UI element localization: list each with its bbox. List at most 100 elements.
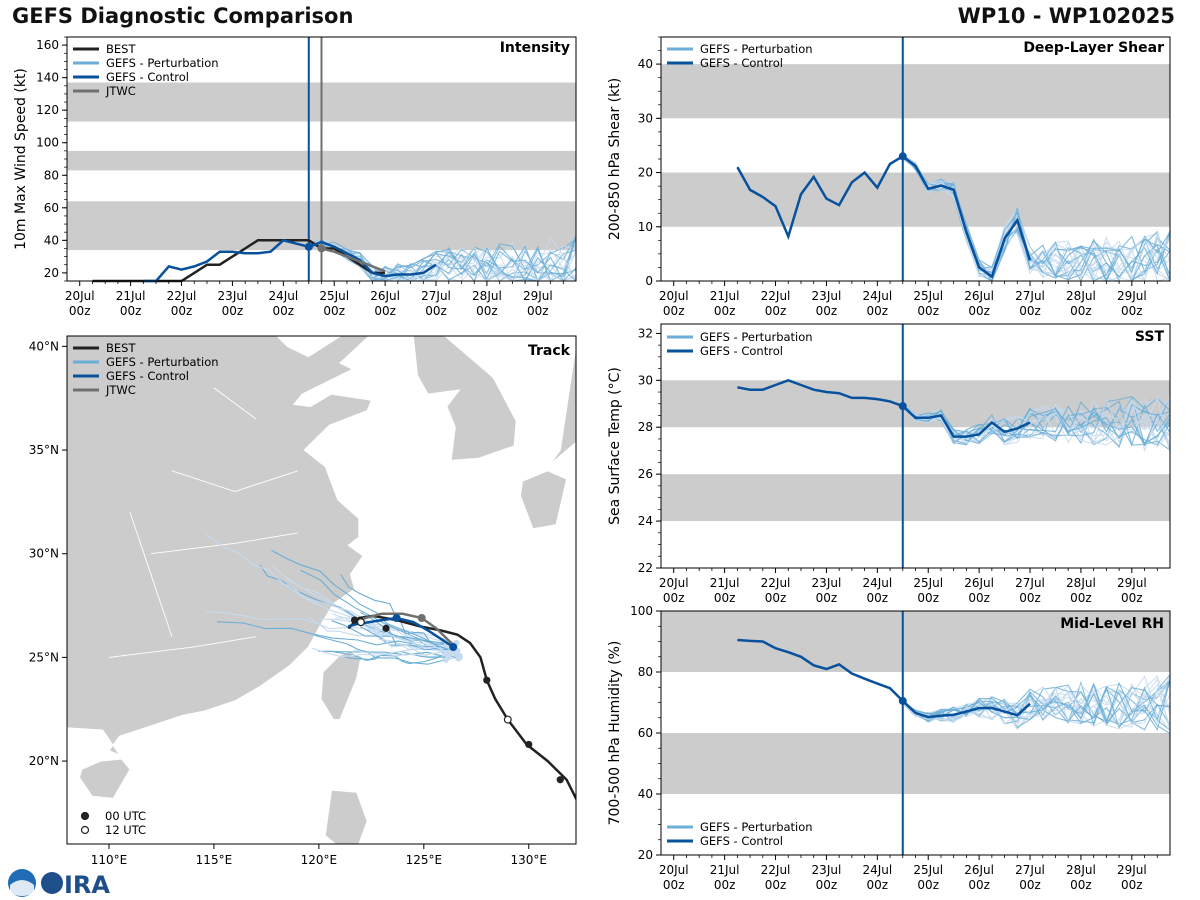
x-tick-label: 00z	[765, 591, 787, 605]
page-title: GEFS Diagnostic Comparison	[12, 4, 354, 28]
legend-label: GEFS - Control	[106, 70, 189, 84]
x-tick-label: 00z	[663, 878, 685, 892]
plot-frame	[660, 323, 1171, 569]
x-tick-label: 22Jul	[761, 289, 791, 303]
x-tick-label: 00z	[917, 304, 939, 318]
panel-title: SST	[1135, 329, 1165, 345]
y-tick-label: 100	[36, 136, 59, 150]
best-00utc-marker	[525, 740, 533, 749]
gefs-control-line	[736, 154, 1032, 279]
x-tick-label: 00z	[171, 304, 193, 318]
x-tick-label: 26Jul	[964, 863, 994, 877]
globe-icon	[41, 872, 63, 894]
taiwan-island	[320, 650, 362, 721]
perturbation-member-line	[902, 405, 1171, 446]
y-tick-label: 40	[638, 57, 653, 71]
province-boundary	[150, 532, 298, 555]
legend-label: GEFS - Control	[700, 344, 783, 358]
best-00utc-marker	[382, 624, 390, 632]
x-tick-label: 00z	[867, 878, 889, 892]
y-tick-label: 40	[638, 787, 653, 801]
x-tick-label: 23Jul	[812, 576, 842, 590]
plot-frame	[66, 335, 577, 845]
perturbation-member-line	[902, 403, 1171, 448]
x-tick-label: 00z	[1121, 878, 1143, 892]
legend-label: JTWC	[105, 84, 136, 98]
threshold-band	[661, 733, 1170, 794]
x-tick-label: 24Jul	[862, 289, 892, 303]
x-tick-label: 00z	[765, 304, 787, 318]
perturbation-member-line	[902, 405, 1171, 442]
x-tick-label: 00z	[663, 304, 685, 318]
x-tick-label: 29Jul	[523, 289, 553, 303]
x-tick-label: 00z	[816, 591, 838, 605]
y-tick-label: 30	[638, 111, 653, 125]
x-tick-label: 21Jul	[710, 289, 740, 303]
legend-label: GEFS - Perturbation	[700, 42, 813, 56]
x-tick-label: 00z	[917, 591, 939, 605]
y-tick-label: 160	[36, 38, 59, 52]
x-tick-label: 00z	[273, 304, 295, 318]
perturbation-track-start	[456, 652, 463, 660]
x-tick-label: 00z	[120, 304, 142, 318]
legend-label: BEST	[106, 341, 136, 355]
y-tick-label: 80	[638, 665, 653, 679]
best-00utc-marker	[483, 676, 491, 684]
x-tick-label: 130°E	[511, 853, 548, 867]
panel-title: Intensity	[500, 40, 570, 56]
x-tick-label: 00z	[968, 591, 990, 605]
perturbation-track	[327, 650, 446, 658]
y-axis-label: 700-500 hPa Humidity (%)	[607, 641, 623, 826]
sst-x-axis: 20Jul00z21Jul00z22Jul00z23Jul00z24Jul00z…	[659, 568, 1158, 605]
marker-legend-symbol	[80, 825, 90, 835]
y-tick-label: 24	[638, 514, 653, 528]
legend-label: GEFS - Control	[700, 56, 783, 70]
x-tick-label: 00z	[1019, 591, 1041, 605]
x-tick-label: 00z	[968, 304, 990, 318]
hainan-island	[79, 758, 131, 799]
x-tick-label: 00z	[816, 304, 838, 318]
best-00utc-marker	[350, 616, 359, 624]
legend-label: GEFS - Perturbation	[700, 330, 813, 344]
x-tick-label: 00z	[1019, 304, 1041, 318]
x-tick-label: 23Jul	[812, 289, 842, 303]
x-tick-label: 110°E	[91, 853, 128, 867]
y-tick-label: 0	[645, 274, 653, 288]
best-00utc-marker	[556, 776, 564, 784]
x-tick-label: 00z	[867, 591, 889, 605]
control-init-point	[304, 242, 313, 251]
y-tick-label: 30	[638, 373, 653, 387]
x-tick-label: 21Jul	[710, 576, 740, 590]
x-tick-label: 00z	[714, 304, 736, 318]
y-tick-label: 40	[44, 233, 59, 247]
perturbation-member-line	[902, 154, 1171, 282]
x-tick-label: 24Jul	[862, 863, 892, 877]
y-tick-label: 80	[44, 168, 59, 182]
y-tick-label: 10	[638, 220, 653, 234]
x-tick-label: 00z	[69, 304, 91, 318]
province-boundary	[108, 636, 256, 658]
jtwc-init-point	[317, 244, 326, 253]
legend-label: GEFS - Perturbation	[106, 355, 219, 369]
x-tick-label: 27Jul	[1015, 863, 1045, 877]
perturbation-track	[216, 621, 455, 651]
x-tick-label: 28Jul	[472, 289, 502, 303]
x-tick-label: 20Jul	[659, 576, 689, 590]
intensity-x-axis: 20Jul00z21Jul00z22Jul00z23Jul00z24Jul00z…	[65, 281, 564, 318]
track-map	[67, 336, 576, 844]
x-tick-label: 00z	[816, 878, 838, 892]
y-tick-label: 100	[630, 604, 653, 618]
province-boundary	[213, 387, 257, 420]
threshold-band	[661, 64, 1170, 119]
perturbation-track	[307, 616, 460, 660]
control-init-point	[898, 696, 907, 705]
perturbation-member-line	[902, 679, 1171, 729]
threshold-band	[661, 172, 1170, 227]
y-tick-label: 40°N	[29, 339, 59, 353]
y-tick-label: 20	[44, 266, 59, 280]
y-tick-label: 20	[638, 848, 653, 862]
x-tick-label: 20Jul	[65, 289, 95, 303]
legend-label: JTWC	[105, 383, 136, 397]
luzon-island	[324, 789, 368, 844]
